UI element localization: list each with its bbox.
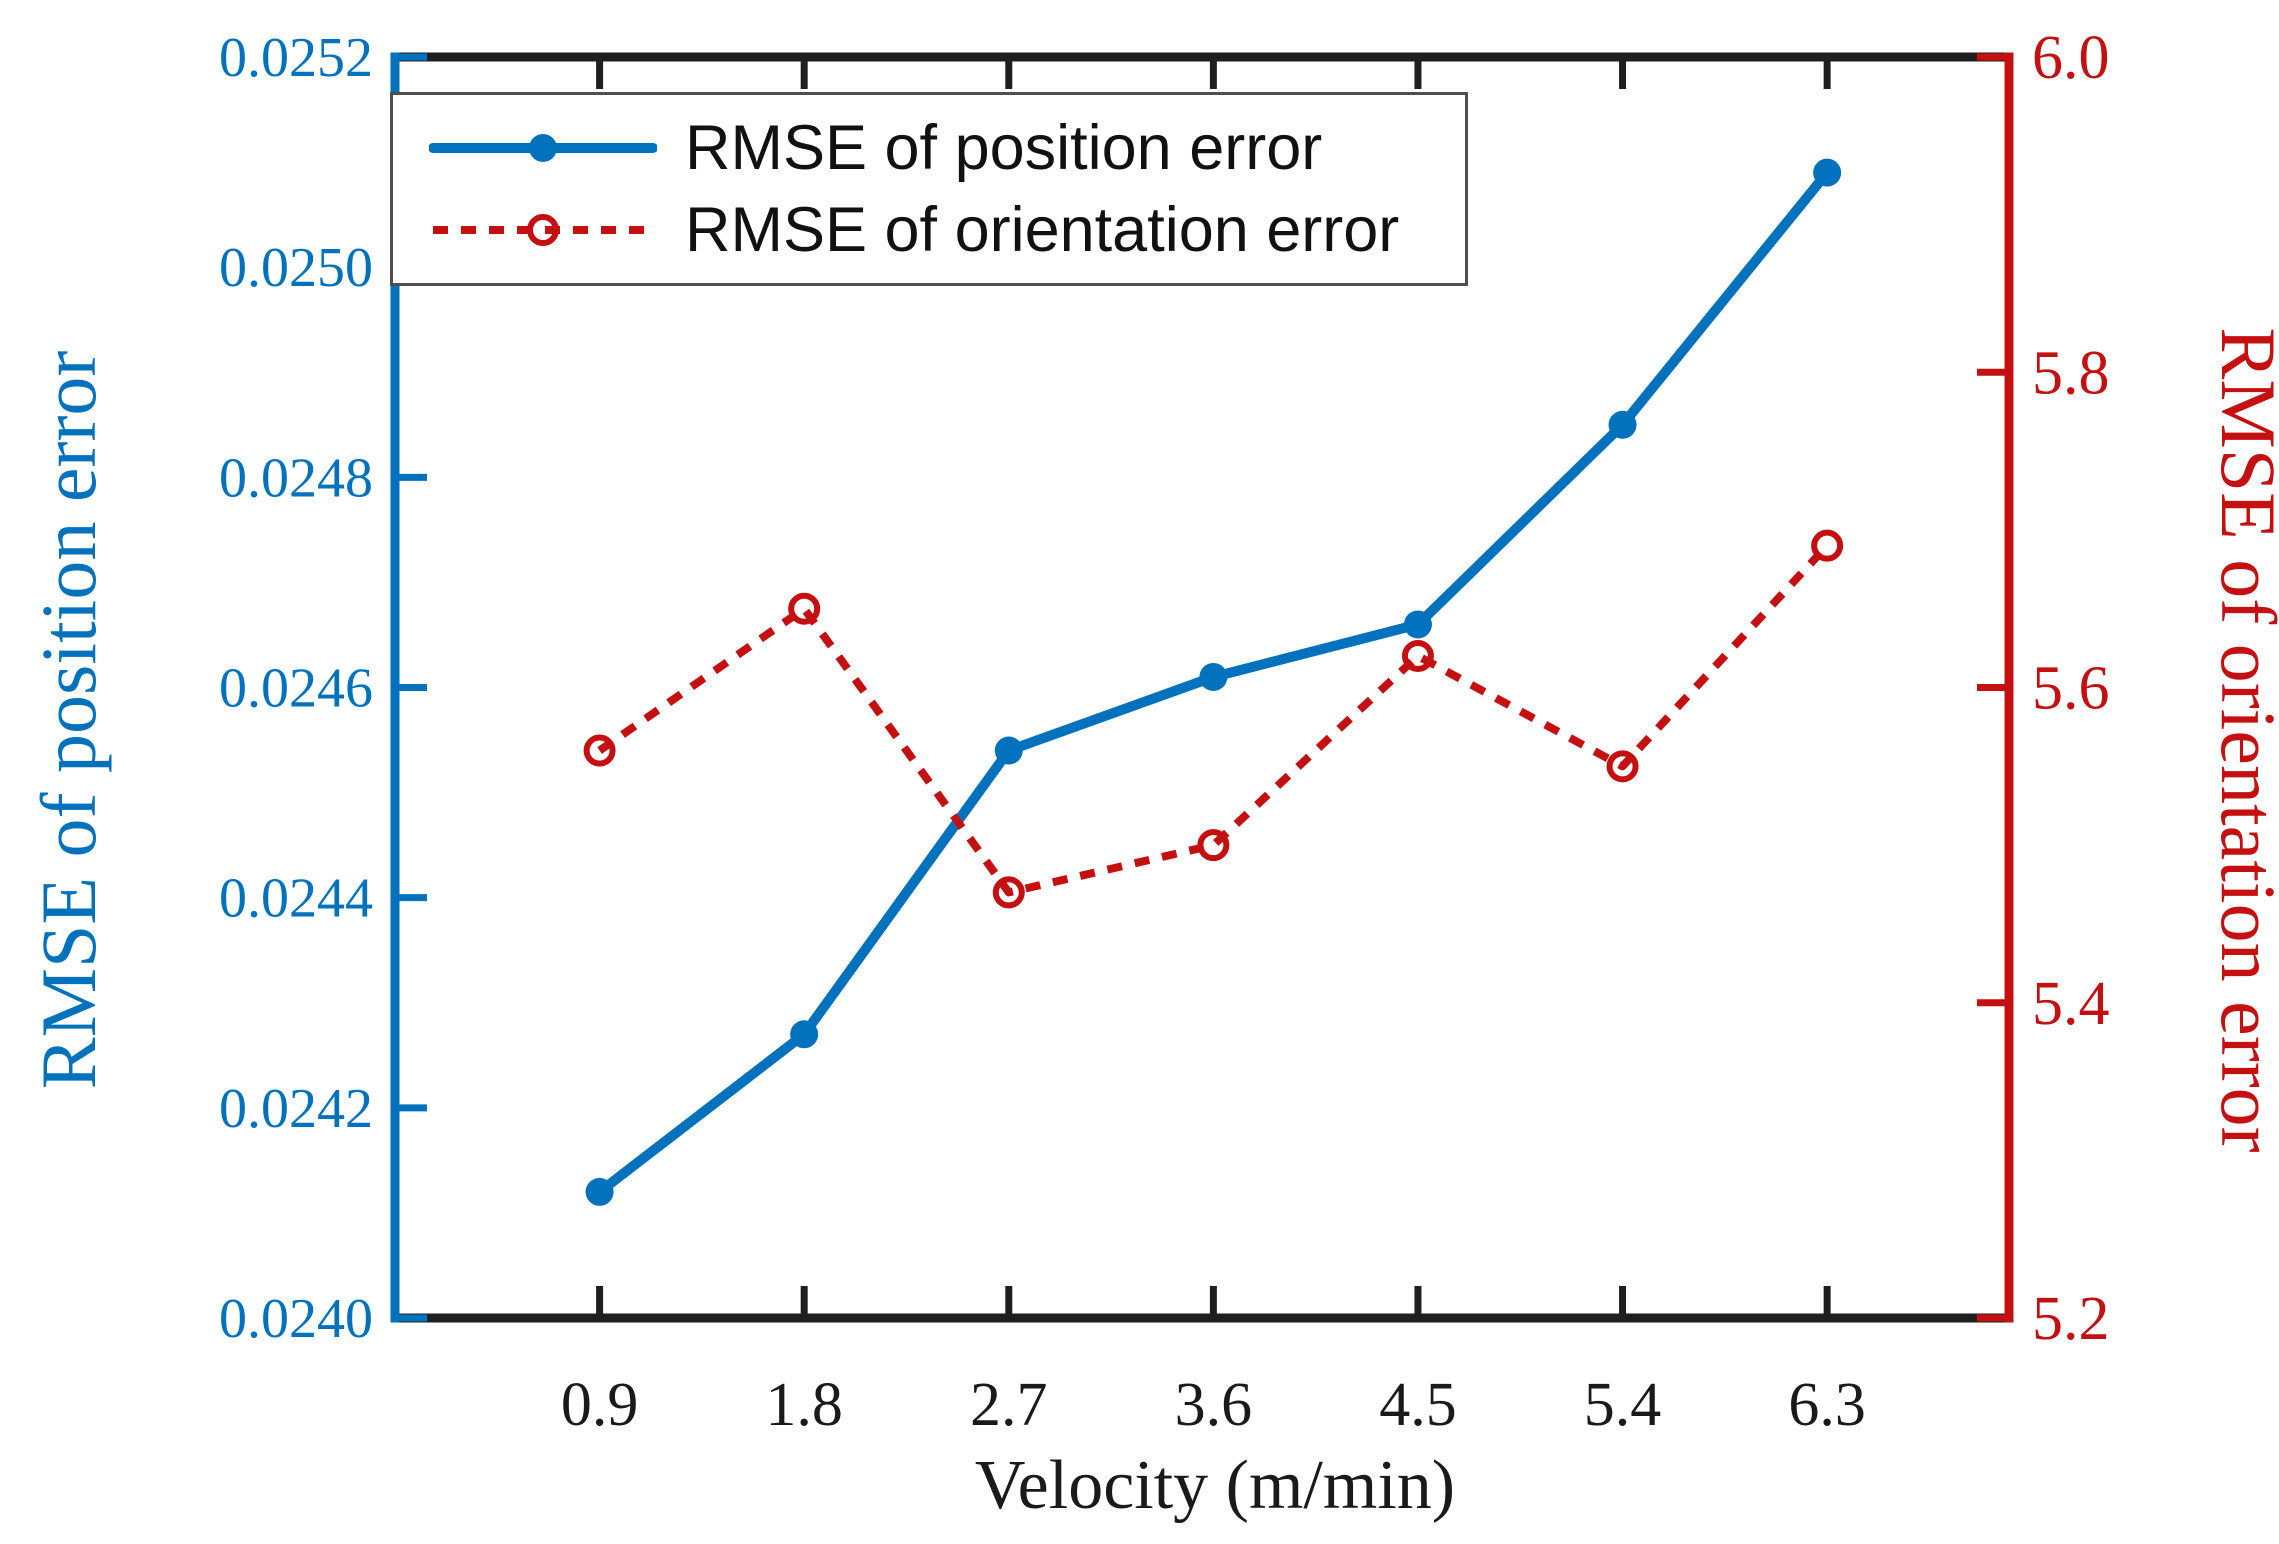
y-tick-label-left: 0.0242 [219,1078,373,1140]
legend-marker-open-circle [527,213,559,246]
data-point-position-3 [1199,662,1228,691]
y-tick-label-left: 0.0248 [219,447,373,509]
data-point-orientation-3 [1197,829,1230,862]
data-point-orientation-6 [1811,529,1844,562]
x-tick-label: 3.6 [1175,1371,1253,1439]
y-axis-label-left: RMSE of position error [25,351,112,1090]
y-tick-label-right: 5.4 [2032,970,2110,1038]
data-point-orientation-0 [583,734,616,767]
data-point-position-6 [1813,158,1842,187]
data-point-orientation-4 [1401,639,1434,672]
legend-item-orientation: RMSE of orientation error [429,194,1455,266]
data-point-position-4 [1403,610,1432,639]
legend: RMSE of position error RMSE of orientati… [390,92,1468,286]
y-tick-label-right: 5.6 [2032,655,2110,723]
x-tick-label: 2.7 [970,1371,1048,1439]
x-tick-label: 4.5 [1379,1371,1457,1439]
data-point-position-2 [994,736,1023,765]
data-point-position-5 [1608,410,1637,439]
data-point-position-0 [585,1177,614,1206]
data-point-orientation-1 [788,592,821,625]
legend-sample-orientation-line [433,213,653,246]
legend-label-orientation: RMSE of orientation error [685,194,1400,265]
y-tick-label-right: 5.8 [2032,339,2110,407]
y-tick-label-left: 0.0246 [219,658,373,720]
y-tick-label-left: 0.0244 [219,868,373,930]
series-line-orientation [597,542,1831,897]
y-tick-label-left: 0.0252 [219,27,373,89]
data-point-orientation-5 [1606,750,1639,783]
y-tick-label-left: 0.0240 [219,1288,373,1350]
x-tick-label: 0.9 [561,1371,639,1439]
y-tick-label-left: 0.0250 [219,237,373,299]
data-point-position-1 [790,1020,819,1049]
legend-item-position: RMSE of position error [429,112,1455,184]
legend-sample-position-line [429,134,657,163]
y-tick-label-right: 5.2 [2032,1285,2110,1353]
y-axis-label-right: RMSE of orientation error [2205,327,2279,1152]
x-tick-label: 5.4 [1584,1371,1662,1439]
legend-marker-filled-circle [529,134,557,163]
y-tick-label-right: 6.0 [2032,24,2110,92]
x-tick-label: 6.3 [1788,1371,1866,1439]
legend-label-position: RMSE of position error [685,113,1323,184]
x-tick-label: 1.8 [765,1371,843,1439]
x-axis-label: Velocity (m/min) [975,1447,1455,1524]
data-point-orientation-2 [992,876,1025,909]
